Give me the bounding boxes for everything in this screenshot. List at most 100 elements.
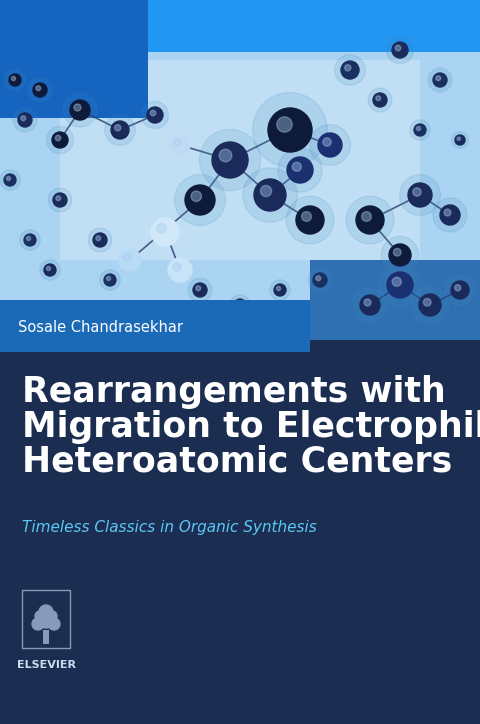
Circle shape — [316, 276, 321, 281]
Circle shape — [260, 185, 272, 197]
Circle shape — [47, 266, 50, 271]
Circle shape — [394, 248, 401, 256]
Circle shape — [270, 279, 290, 300]
Circle shape — [310, 125, 350, 165]
Circle shape — [18, 113, 32, 127]
Circle shape — [104, 274, 116, 286]
Circle shape — [55, 135, 61, 140]
Circle shape — [361, 211, 372, 222]
Circle shape — [318, 133, 342, 157]
Circle shape — [416, 127, 420, 130]
Circle shape — [20, 230, 40, 251]
Circle shape — [170, 135, 190, 155]
Circle shape — [107, 277, 110, 281]
Circle shape — [24, 234, 36, 246]
Circle shape — [52, 132, 68, 148]
Circle shape — [39, 605, 53, 619]
Circle shape — [28, 78, 52, 102]
Circle shape — [33, 83, 47, 97]
Circle shape — [53, 193, 67, 207]
Circle shape — [32, 618, 44, 630]
Circle shape — [63, 93, 97, 127]
Circle shape — [93, 233, 107, 247]
Circle shape — [191, 191, 202, 201]
Circle shape — [219, 149, 232, 161]
Circle shape — [341, 61, 359, 79]
Circle shape — [413, 188, 421, 196]
Circle shape — [243, 168, 297, 222]
Circle shape — [410, 119, 430, 140]
Circle shape — [119, 249, 141, 271]
Circle shape — [96, 236, 101, 240]
Circle shape — [173, 263, 181, 272]
Circle shape — [142, 101, 168, 129]
Circle shape — [277, 117, 292, 132]
Circle shape — [70, 100, 90, 120]
Circle shape — [21, 116, 26, 121]
Circle shape — [5, 70, 25, 90]
Circle shape — [414, 124, 426, 136]
Circle shape — [381, 236, 419, 274]
Circle shape — [433, 198, 467, 232]
Circle shape — [444, 274, 475, 306]
Circle shape — [395, 45, 401, 51]
Circle shape — [236, 301, 240, 306]
Circle shape — [48, 618, 60, 630]
Circle shape — [234, 299, 246, 311]
Circle shape — [451, 281, 469, 299]
Circle shape — [74, 104, 81, 111]
Circle shape — [151, 218, 179, 246]
Circle shape — [185, 185, 215, 215]
Circle shape — [423, 298, 431, 306]
Text: Sosale Chandrasekhar: Sosale Chandrasekhar — [18, 319, 183, 334]
Circle shape — [296, 206, 324, 234]
Circle shape — [386, 36, 414, 64]
Circle shape — [433, 73, 447, 87]
Circle shape — [308, 268, 332, 292]
Circle shape — [323, 138, 331, 146]
Bar — [310, 260, 480, 340]
Circle shape — [115, 125, 121, 131]
Bar — [0, 300, 310, 352]
Text: ELSEVIER: ELSEVIER — [16, 660, 75, 670]
Circle shape — [199, 130, 261, 190]
Circle shape — [26, 237, 31, 240]
Bar — [43, 630, 49, 644]
Circle shape — [150, 110, 156, 116]
Circle shape — [40, 260, 60, 280]
Circle shape — [56, 195, 60, 201]
Circle shape — [364, 299, 371, 306]
Circle shape — [411, 286, 449, 324]
Circle shape — [455, 285, 461, 291]
Circle shape — [47, 127, 73, 153]
Circle shape — [100, 270, 120, 290]
Circle shape — [313, 273, 327, 287]
Circle shape — [111, 121, 129, 139]
Circle shape — [4, 174, 16, 186]
Bar — [0, 0, 480, 340]
Circle shape — [428, 68, 452, 92]
Circle shape — [278, 148, 322, 192]
Circle shape — [286, 196, 334, 244]
Circle shape — [387, 272, 413, 298]
Circle shape — [392, 42, 408, 58]
Circle shape — [196, 286, 201, 291]
Circle shape — [287, 157, 313, 183]
Circle shape — [345, 64, 351, 71]
Circle shape — [0, 170, 20, 190]
Circle shape — [9, 74, 21, 86]
Circle shape — [38, 612, 54, 628]
Circle shape — [268, 108, 312, 152]
Circle shape — [13, 108, 37, 132]
Text: Timeless Classics in Organic Synthesis: Timeless Classics in Organic Synthesis — [22, 520, 317, 535]
Circle shape — [105, 114, 135, 146]
Circle shape — [48, 188, 72, 212]
Circle shape — [356, 206, 384, 234]
Circle shape — [35, 611, 45, 621]
Circle shape — [452, 132, 468, 148]
Text: Migration to Electrophilic: Migration to Electrophilic — [22, 410, 480, 444]
Circle shape — [346, 196, 394, 244]
Circle shape — [373, 93, 387, 107]
Bar — [60, 60, 420, 260]
Circle shape — [212, 142, 248, 178]
